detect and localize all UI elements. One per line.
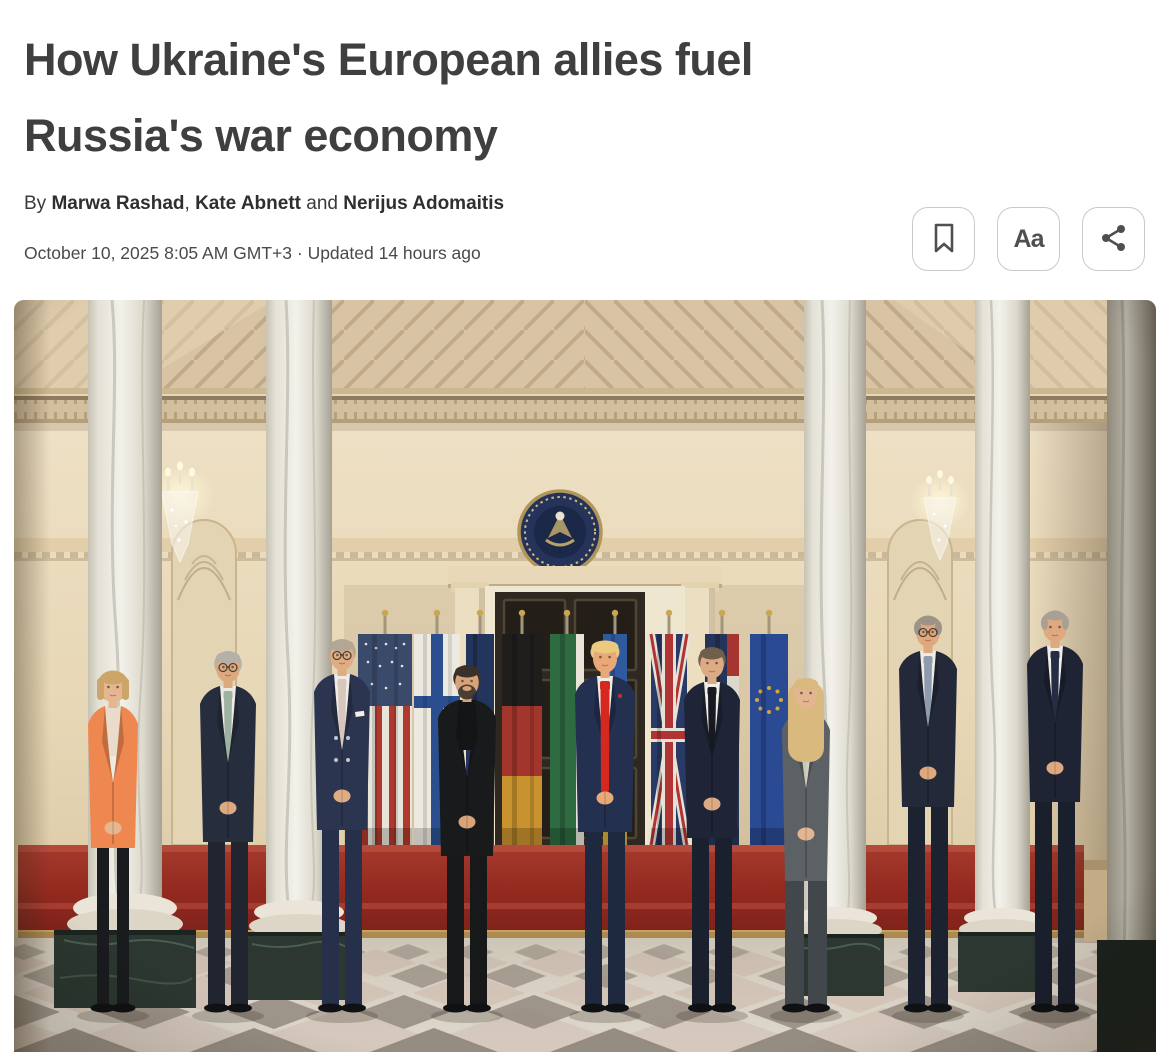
page-title: How Ukraine's European allies fuel Russi… [24,22,1034,174]
byline: By Marwa Rashad, Kate Abnett and Nerijus… [24,193,504,215]
author-link-1[interactable]: Marwa Rashad [51,193,185,214]
headline-line-1: How Ukraine's European allies fuel [24,34,753,85]
lead-photo-illustration [14,300,1156,1052]
article-actions: Aa [912,207,1145,271]
share-icon [1098,222,1130,257]
publish-timestamp: October 10, 2025 8:05 AM GMT+3 [24,243,292,263]
dateline-separator: · [292,243,308,263]
byline-conjunction: and [300,193,344,214]
author-link-2[interactable]: Kate Abnett [195,193,301,214]
headline-line-2: Russia's war economy [24,110,498,161]
text-size-label: Aa [1013,224,1045,253]
dateline: October 10, 2025 8:05 AM GMT+3 · Updated… [24,243,481,264]
share-button[interactable] [1082,207,1145,271]
byline-separator: , [184,193,196,214]
article-lead-photo [14,300,1156,1052]
byline-prefix: By [24,193,52,214]
updated-timestamp: Updated 14 hours ago [307,243,481,263]
author-link-3[interactable]: Nerijus Adomaitis [343,193,505,214]
photo-vignette [14,300,1156,1052]
text-size-button[interactable]: Aa [997,207,1060,271]
bookmark-icon [929,222,959,257]
bookmark-button[interactable] [912,207,975,271]
